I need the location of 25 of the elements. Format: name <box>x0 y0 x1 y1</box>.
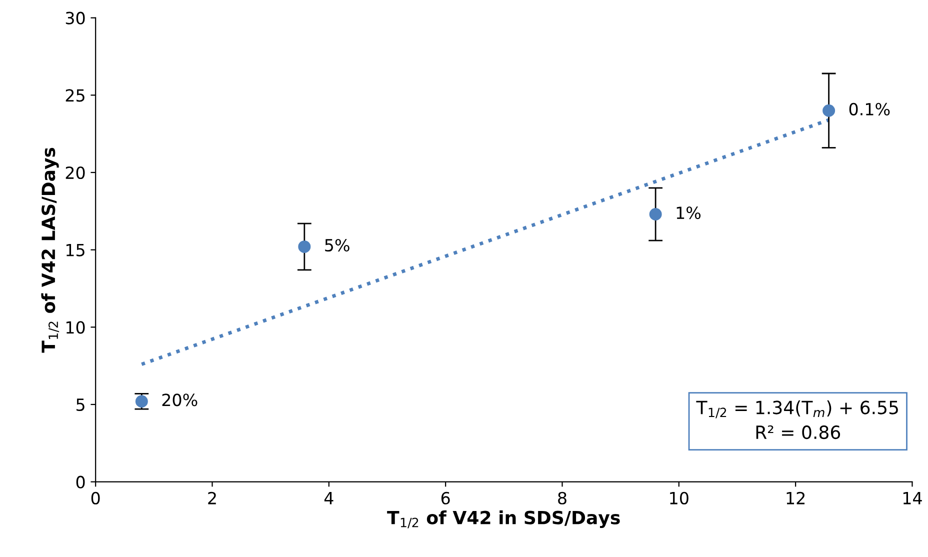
x-tick-label: 6 <box>441 492 450 504</box>
y-axis-title: T$_{1/2}$ of V42 LAS/Days <box>41 148 60 353</box>
y-tick-label: 0 <box>76 476 85 488</box>
y-tick-label: 30 <box>66 12 85 24</box>
x-tick-label: 2 <box>208 492 216 504</box>
y-tick-label: 10 <box>66 321 85 334</box>
y-tick-label: 15 <box>66 244 84 256</box>
annotation: 5% <box>325 238 350 252</box>
annotation: 20% <box>162 394 198 406</box>
point <box>298 240 311 253</box>
x-tick-label: 8 <box>558 492 566 504</box>
x-tick-label: 4 <box>324 492 334 504</box>
x-tick-label: 12 <box>786 492 804 504</box>
x-tick-label: 0 <box>91 492 100 504</box>
annotation: 0.1% <box>849 102 890 116</box>
y-tick-label: 5 <box>76 398 84 412</box>
annotation: T$_{1/2}$ = 1.34(T$_{m}$) + 6.55 R² = 0.86 <box>696 400 898 440</box>
y-tick-label: 20 <box>66 166 85 180</box>
x-tick-label: 10 <box>670 492 688 504</box>
annotation: 1% <box>676 206 701 220</box>
x-tick-label: 14 <box>903 492 922 504</box>
point <box>649 208 662 220</box>
point <box>822 104 836 117</box>
y-tick-label: 25 <box>66 89 84 102</box>
x-axis-title: T$_{1/2}$ of V42 in SDS/Days <box>387 510 620 528</box>
